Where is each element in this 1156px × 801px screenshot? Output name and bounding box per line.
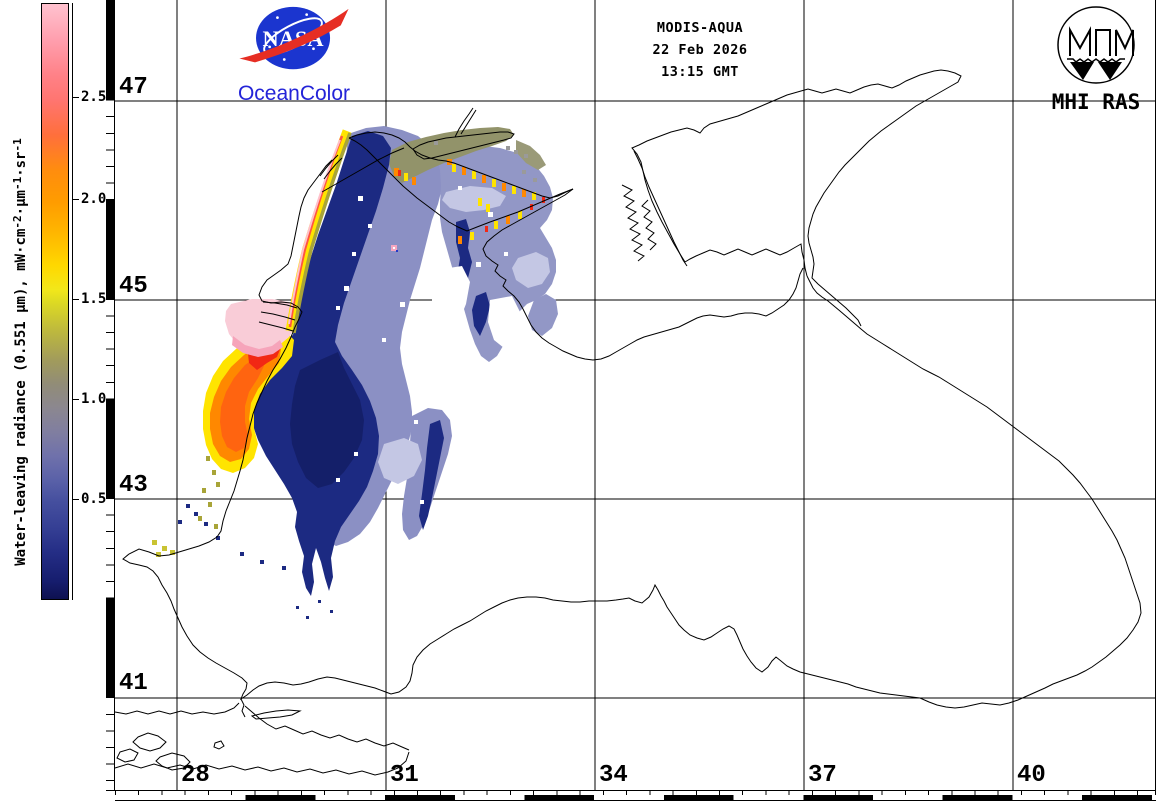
tendra-spit xyxy=(321,147,405,193)
lon-label-31: 31 xyxy=(390,762,419,789)
lat-label-43: 43 xyxy=(119,472,148,499)
colorbar-tick xyxy=(72,199,79,200)
colorbar-tick xyxy=(72,499,79,500)
lat-label-41: 41 xyxy=(119,670,148,697)
nasa-oceancolor-block: NASA OceanColor xyxy=(230,2,358,106)
karkinit-bay-shore xyxy=(348,137,574,232)
acquisition-time: 13:15 GMT xyxy=(661,64,739,80)
acquisition-info: MODIS-AQUA 22 Feb 2026 13:15 GMT xyxy=(615,20,785,86)
lon-label-34: 34 xyxy=(599,762,628,789)
oceancolor-wordmark: OceanColor xyxy=(237,82,351,105)
marmara-islands xyxy=(116,709,302,771)
colorbar-tick-label: 1.5 xyxy=(81,291,107,307)
bosphorus-strait xyxy=(240,698,246,718)
lat-label-47: 47 xyxy=(119,74,148,101)
colorbar-tick-label: 2.0 xyxy=(81,191,107,207)
mhi-ras-logo xyxy=(1057,6,1135,84)
lat-label-45: 45 xyxy=(119,273,148,300)
longitude-ruler-ticks xyxy=(115,791,1156,795)
colorbar-tick-label: 2.5 xyxy=(81,89,107,105)
colorbar-gradient xyxy=(41,3,69,600)
mhi-ras-label: MHI RAS xyxy=(1051,90,1141,114)
colorbar-tick xyxy=(72,97,79,98)
lon-label-40: 40 xyxy=(1017,762,1046,789)
coastline-layer xyxy=(114,69,1142,776)
latitude-ruler xyxy=(106,0,114,790)
lon-label-37: 37 xyxy=(808,762,837,789)
acquisition-date: 22 Feb 2026 xyxy=(652,42,748,58)
colorbar-tick-label: 0.5 xyxy=(81,491,107,507)
nw-shelf-coastline xyxy=(348,131,574,199)
map-frame-left xyxy=(114,0,115,791)
nasa-swoosh xyxy=(239,8,349,63)
sensor-name: MODIS-AQUA xyxy=(656,20,744,36)
arabat-spit xyxy=(633,150,688,267)
dnieper-estuary xyxy=(412,107,515,160)
colorbar-tick-label: 1.0 xyxy=(81,391,107,407)
sivash-lagoons xyxy=(641,199,657,251)
nasa-logo: NASA xyxy=(239,6,349,70)
azov-sea-coastline xyxy=(631,69,962,327)
sivash-lagoons xyxy=(621,184,645,262)
dniester-liman xyxy=(319,154,343,180)
colorbar-axis xyxy=(72,3,73,600)
danube-delta-branches xyxy=(258,301,298,332)
mhi-ras-block: MHI RAS xyxy=(1048,4,1144,114)
crimea-coastline xyxy=(482,188,804,361)
map-frame-bottom xyxy=(106,790,1156,791)
colorbar-tick xyxy=(72,399,79,400)
marmara-north-shore xyxy=(114,702,410,751)
colorbar-tick xyxy=(72,299,79,300)
radiance-data-layer xyxy=(152,126,558,619)
lon-label-28: 28 xyxy=(181,762,210,789)
black-sea-coastline xyxy=(122,159,1142,709)
